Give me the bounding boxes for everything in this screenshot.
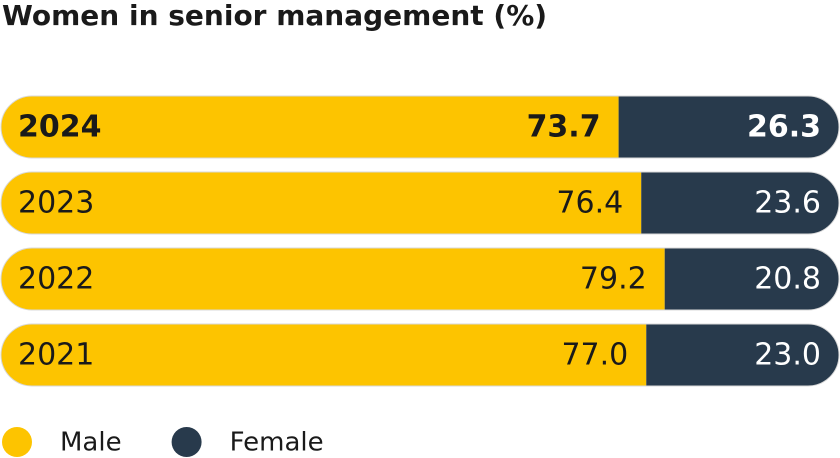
bar-segment [664,248,839,310]
category-label: 2023 [18,186,94,221]
value-label: 76.4 [556,186,623,221]
bar-segment [641,172,839,234]
legend-label: Female [230,428,324,458]
value-label: 23.6 [754,186,821,221]
bar-segment [1,324,647,386]
value-label: 79.2 [580,262,647,297]
value-label: 20.8 [754,262,821,297]
legend-swatch [171,427,202,457]
bar-segment [646,324,839,386]
bar-segment [1,96,619,158]
legend-label: Male [60,428,122,458]
bar-segment [1,172,642,234]
value-label: 23.0 [754,338,821,373]
category-label: 2022 [18,262,94,297]
bar-segment [618,96,839,158]
value-label: 77.0 [561,338,628,373]
chart-title: Women in senior management (%) [2,0,547,32]
bar-row [1,248,839,310]
value-label: 26.3 [747,110,821,145]
bar-row [1,172,839,234]
category-label: 2021 [18,338,94,373]
value-label: 73.7 [527,110,601,145]
legend-swatch [2,427,32,457]
category-label: 2024 [18,110,102,145]
bar-segment [1,248,665,310]
bar-row [1,96,839,158]
bar-row [1,324,839,386]
